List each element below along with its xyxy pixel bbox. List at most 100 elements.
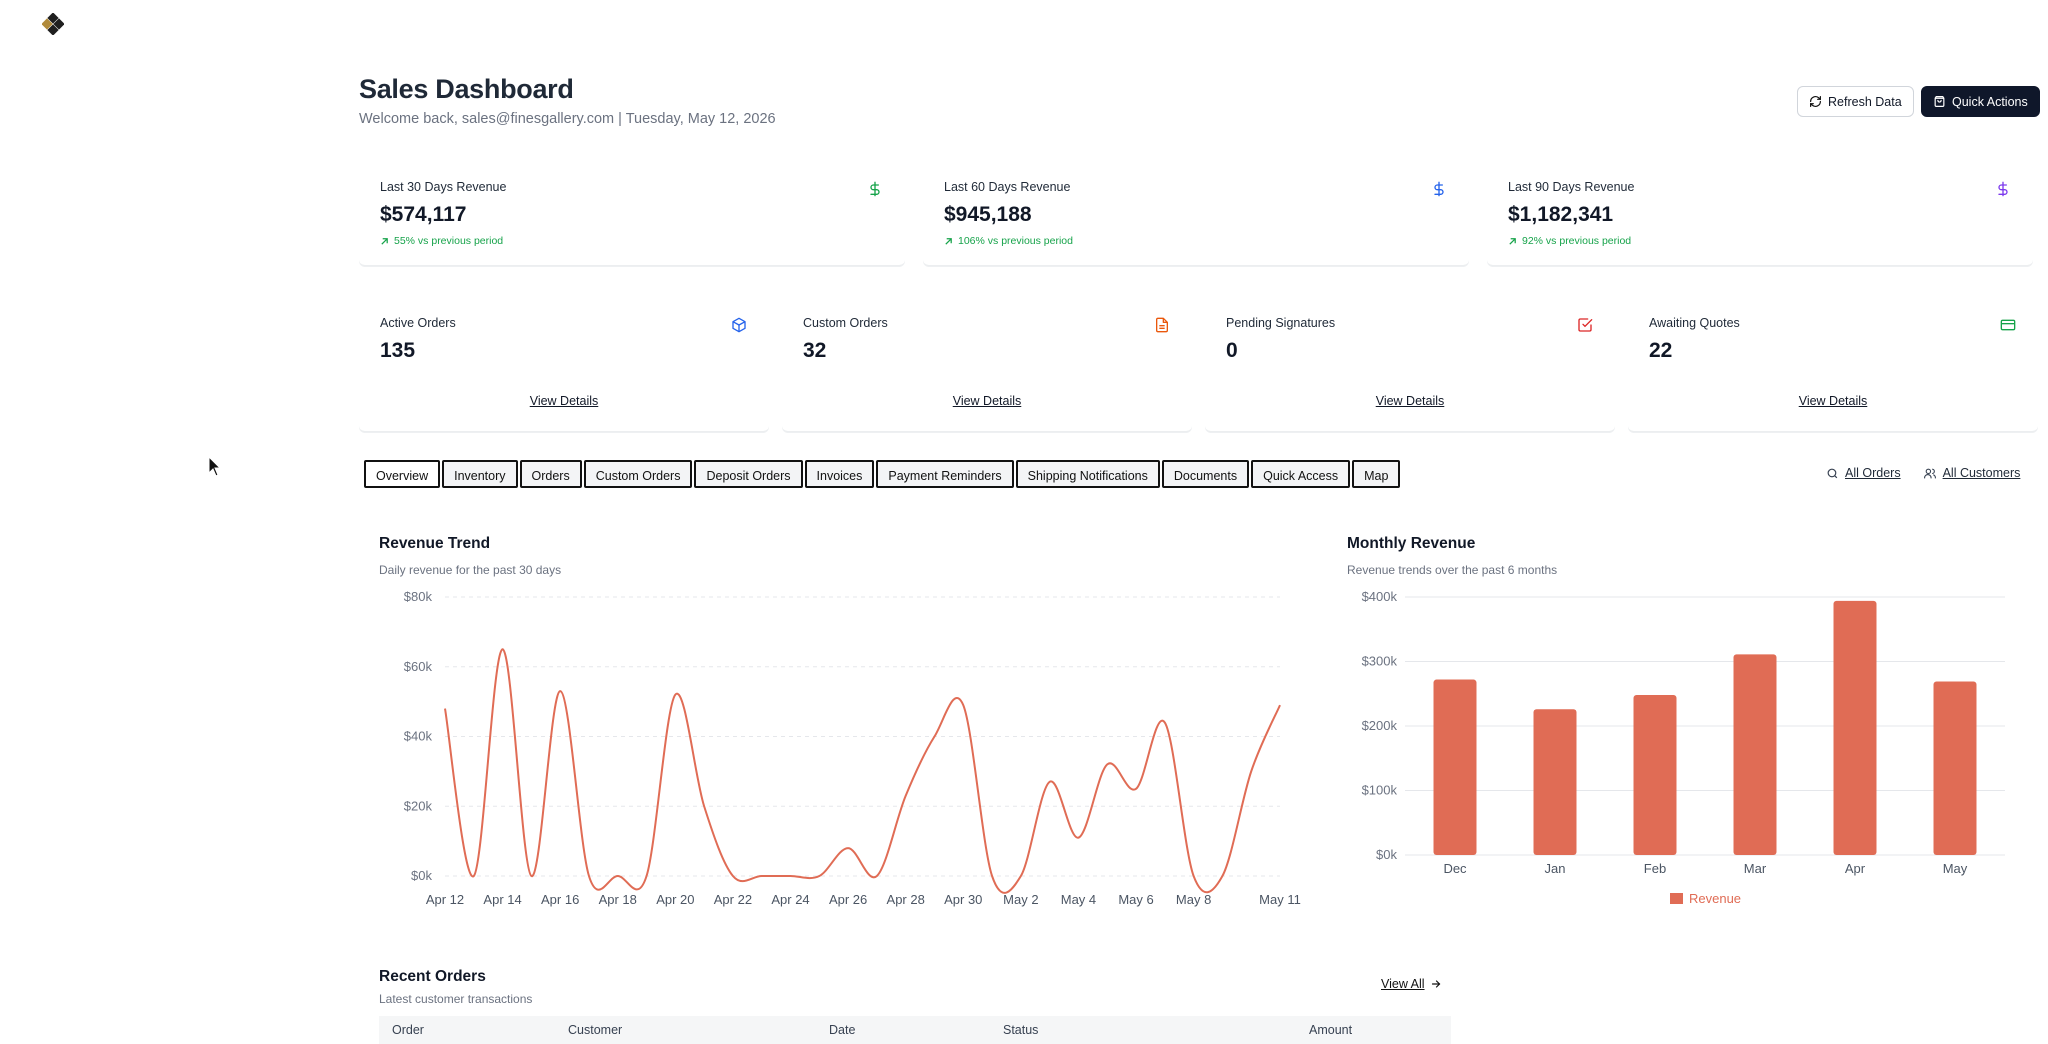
view-details-link[interactable]: View Details xyxy=(1375,394,1445,408)
tab-invoices[interactable]: Invoices xyxy=(804,460,875,488)
tab-bar: Overview Inventory Orders Custom Orders … xyxy=(364,460,1401,488)
view-details-link[interactable]: View Details xyxy=(1798,394,1868,408)
column-header-status: Status xyxy=(1003,1023,1039,1037)
x-tick-label: Apr 30 xyxy=(944,892,982,907)
tab-documents[interactable]: Documents xyxy=(1161,460,1250,488)
x-tick-label: Mar xyxy=(1744,861,1767,876)
card-value: $945,188 xyxy=(944,203,1032,226)
monthly-revenue-subtitle: Revenue trends over the past 6 months xyxy=(1347,563,1558,577)
tab-payment-reminders[interactable]: Payment Reminders xyxy=(876,460,1014,488)
y-tick-label: $100k xyxy=(1362,783,1398,798)
stat-card-custom-orders: Custom Orders 32 View Details xyxy=(782,298,1192,432)
card-change: 92% vs previous period xyxy=(1508,235,1631,247)
x-tick-label: May 6 xyxy=(1118,892,1153,907)
view-details-link[interactable]: View Details xyxy=(952,394,1022,408)
legend-swatch xyxy=(1670,893,1683,904)
quick-actions-button[interactable]: Quick Actions xyxy=(1921,86,2040,117)
x-tick-label: Apr 12 xyxy=(426,892,464,907)
page-title: Sales Dashboard xyxy=(359,74,574,104)
refresh-data-button[interactable]: Refresh Data xyxy=(1797,86,1914,117)
view-all-orders-link[interactable]: View All xyxy=(1381,977,1442,991)
column-header-order: Order xyxy=(392,1023,424,1037)
tab-custom-orders[interactable]: Custom Orders xyxy=(583,460,693,488)
card-value: $1,182,341 xyxy=(1508,203,1614,226)
revenue-card-60: Last 60 Days Revenue $945,188 106% vs pr… xyxy=(923,162,1469,266)
dollar-icon xyxy=(870,181,880,197)
y-tick-label: $0k xyxy=(1376,847,1397,862)
mouse-cursor-icon xyxy=(208,456,222,477)
x-tick-label: Apr 26 xyxy=(829,892,867,907)
tab-orders[interactable]: Orders xyxy=(519,460,582,488)
users-icon xyxy=(1923,468,1936,478)
tab-inventory[interactable]: Inventory xyxy=(442,460,518,488)
card-value: 22 xyxy=(1649,339,1673,362)
x-tick-label: Apr 28 xyxy=(887,892,925,907)
revenue-bar xyxy=(1833,600,1877,855)
shopping-bag-icon xyxy=(1934,96,1945,107)
y-tick-label: $20k xyxy=(404,798,433,813)
trend-up-icon xyxy=(1509,237,1516,245)
column-header-amount: Amount xyxy=(1309,1023,1353,1037)
card-value: $574,117 xyxy=(380,203,467,226)
tab-quick-access[interactable]: Quick Access xyxy=(1251,460,1351,488)
all-customers-label: All Customers xyxy=(1942,466,2021,480)
revenue-trend-title: Revenue Trend xyxy=(379,535,491,552)
view-all-label: View All xyxy=(1381,977,1425,991)
file-text-icon xyxy=(1156,317,1168,333)
revenue-bar xyxy=(1433,679,1477,855)
x-tick-label: Feb xyxy=(1644,861,1666,876)
legend-label: Revenue xyxy=(1689,891,1741,906)
y-tick-label: $300k xyxy=(1362,654,1398,669)
quick-actions-label: Quick Actions xyxy=(1952,94,2028,109)
card-label: Pending Signatures xyxy=(1226,316,1336,330)
revenue-trend-subtitle: Daily revenue for the past 30 days xyxy=(379,563,562,577)
orders-table-header: Order Customer Date Status Amount xyxy=(379,1016,1451,1044)
refresh-data-label: Refresh Data xyxy=(1828,94,1902,109)
revenue-bar xyxy=(1733,654,1777,855)
card-change-text: 92% vs previous period xyxy=(1522,235,1632,247)
x-tick-label: May 4 xyxy=(1061,892,1096,907)
all-customers-link[interactable]: All Customers xyxy=(1923,466,2021,480)
all-orders-link[interactable]: All Orders xyxy=(1826,466,1901,480)
x-tick-label: Apr 14 xyxy=(483,892,521,907)
card-label: Last 30 Days Revenue xyxy=(380,180,507,194)
tab-overview[interactable]: Overview xyxy=(364,460,441,488)
all-orders-label: All Orders xyxy=(1845,466,1901,480)
tab-shipping-notifications[interactable]: Shipping Notifications xyxy=(1015,460,1160,488)
monthly-revenue-chart: $0k $100k $200k $300k $400k Dec Jan Feb Mar Apr Ma… xyxy=(1362,589,2005,906)
page-subtitle: Welcome back, sales@finesgallery.com | T… xyxy=(359,111,776,127)
y-tick-label: $400k xyxy=(1362,589,1398,604)
card-label: Awaiting Quotes xyxy=(1649,316,1740,330)
card-label: Active Orders xyxy=(380,316,456,330)
trend-up-icon xyxy=(945,237,952,245)
card-change-text: 55% vs previous period xyxy=(394,235,504,247)
monthly-revenue-title: Monthly Revenue xyxy=(1347,535,1476,552)
card-value: 32 xyxy=(803,339,827,362)
x-tick-label: Apr xyxy=(1845,861,1866,876)
revenue-bar xyxy=(1933,681,1977,855)
trend-up-icon xyxy=(381,237,388,245)
refresh-icon xyxy=(1810,96,1821,107)
card-value: 135 xyxy=(380,339,416,362)
x-tick-label: Apr 16 xyxy=(541,892,579,907)
tab-map[interactable]: Map xyxy=(1352,460,1401,488)
tab-links: All Orders All Customers xyxy=(1826,466,2020,480)
tab-deposit-orders[interactable]: Deposit Orders xyxy=(694,460,803,488)
logo-icon xyxy=(42,13,64,35)
x-tick-label: Apr 22 xyxy=(714,892,752,907)
recent-orders-subtitle: Latest customer transactions xyxy=(379,992,533,1006)
revenue-card-90: Last 90 Days Revenue $1,182,341 92% vs p… xyxy=(1487,162,2033,266)
x-tick-label: Apr 20 xyxy=(656,892,694,907)
y-tick-label: $60k xyxy=(404,659,433,674)
revenue-trend-chart: $0k $20k $40k $60k $80k Apr 12 Apr 14 Apr 16 Apr… xyxy=(404,589,1301,907)
x-tick-label: Dec xyxy=(1443,861,1467,876)
x-tick-label: May xyxy=(1943,861,1968,876)
card-change: 106% vs previous period xyxy=(944,235,1073,247)
x-tick-label: Jan xyxy=(1545,861,1566,876)
x-tick-label: May 8 xyxy=(1176,892,1211,907)
x-tick-label: Apr 18 xyxy=(599,892,637,907)
stat-card-pending-signatures: Pending Signatures 0 View Details xyxy=(1205,298,1615,432)
card-change-text: 106% vs previous period xyxy=(958,235,1073,247)
view-details-link[interactable]: View Details xyxy=(529,394,599,408)
credit-card-icon xyxy=(2000,319,2016,331)
